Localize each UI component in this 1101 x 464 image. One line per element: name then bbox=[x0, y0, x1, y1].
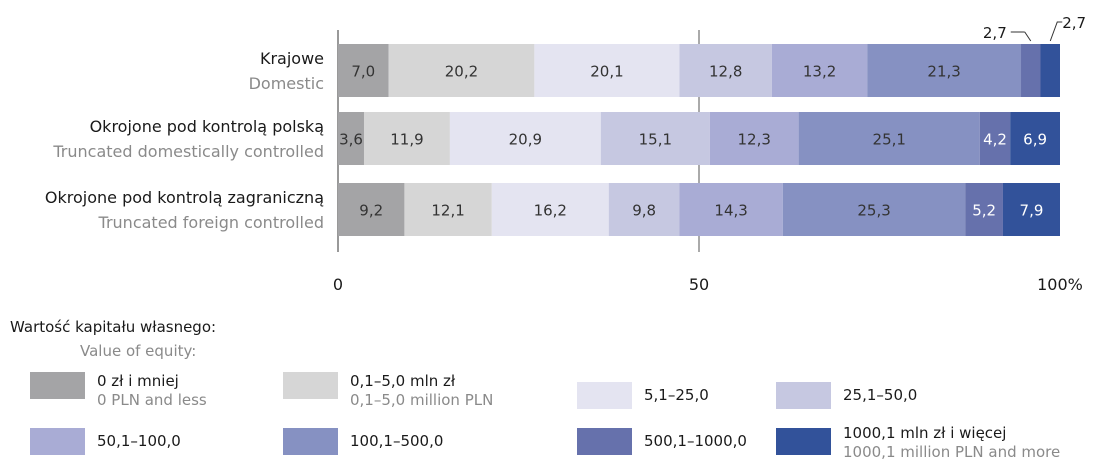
bar-segment bbox=[1002, 183, 1060, 236]
data-label: 25,1 bbox=[873, 131, 906, 149]
x-tick-label: 100% bbox=[1037, 275, 1083, 294]
category-label: Krajowe bbox=[260, 49, 324, 68]
legend-label: 100,1–500,0 bbox=[350, 432, 444, 450]
x-tick-label: 50 bbox=[689, 275, 709, 294]
bar-segment bbox=[404, 183, 492, 236]
bar-segment bbox=[363, 112, 450, 165]
bar-segment bbox=[1010, 112, 1060, 165]
data-label: 13,2 bbox=[803, 63, 836, 81]
legend-item-2: 5,1–25,0 bbox=[577, 382, 709, 409]
stacked-bar-chart: 7,0 20,2 20,1 12,8 13,2 21,3 Krajowe Domestic 2,… bbox=[45, 14, 1086, 294]
data-label: 12,3 bbox=[738, 131, 771, 149]
legend-label: 0,1–5,0 mln zł bbox=[350, 372, 456, 390]
callout-label: 2,7 bbox=[1062, 14, 1086, 32]
legend-label: 25,1–50,0 bbox=[843, 386, 918, 404]
category-label-en: Truncated foreign controlled bbox=[98, 213, 324, 232]
legend-swatch bbox=[283, 428, 338, 455]
data-label: 5,2 bbox=[972, 202, 996, 220]
legend-swatch bbox=[776, 428, 831, 455]
data-label: 20,9 bbox=[509, 131, 542, 149]
legend-label: 0 zł i mniej bbox=[97, 372, 179, 390]
bar-segment bbox=[782, 183, 966, 236]
bar-segment bbox=[709, 112, 799, 165]
legend-item-6: 500,1–1000,0 bbox=[577, 428, 747, 455]
legend-swatch bbox=[577, 428, 632, 455]
data-label: 6,9 bbox=[1023, 131, 1047, 149]
legend-label-en: 1000,1 million PLN and more bbox=[843, 443, 1061, 461]
legend-item-4: 50,1–100,0 bbox=[30, 428, 181, 455]
legend-item-0: 0 zł i mniej 0 PLN and less bbox=[30, 372, 207, 410]
bar-segment bbox=[600, 112, 710, 165]
legend-label: 1000,1 mln zł i więcej bbox=[843, 424, 1007, 442]
category-label-en: Truncated domestically controlled bbox=[52, 142, 324, 161]
data-label: 14,3 bbox=[714, 202, 747, 220]
callout-line bbox=[1024, 31, 1032, 42]
bar-segment bbox=[771, 44, 868, 97]
bar-segment bbox=[867, 44, 1022, 97]
data-label: 20,2 bbox=[445, 63, 478, 81]
data-label: 7,9 bbox=[1020, 202, 1044, 220]
legend-title: Wartość kapitału własnego: bbox=[10, 318, 217, 336]
data-label: 12,8 bbox=[709, 63, 742, 81]
data-label: 9,2 bbox=[359, 202, 383, 220]
data-label: 15,1 bbox=[639, 131, 672, 149]
legend-item-3: 25,1–50,0 bbox=[776, 382, 917, 409]
legend-swatch bbox=[30, 428, 85, 455]
data-label: 3,6 bbox=[339, 131, 363, 149]
data-label: 4,2 bbox=[983, 131, 1007, 149]
bar-segment bbox=[338, 183, 405, 236]
bar-segment bbox=[965, 183, 1003, 236]
legend-swatch bbox=[30, 372, 85, 399]
legend-item-5: 100,1–500,0 bbox=[283, 428, 443, 455]
bar-segment bbox=[679, 183, 783, 236]
legend-swatch bbox=[776, 382, 831, 409]
bar-segment bbox=[798, 112, 980, 165]
bar-segment bbox=[388, 44, 535, 97]
bar-segment bbox=[979, 112, 1011, 165]
callout-label: 2,7 bbox=[983, 24, 1007, 42]
bar-segment bbox=[679, 44, 772, 97]
bar-segment bbox=[1040, 44, 1060, 97]
category-label: Okrojone pod kontrolą zagraniczną bbox=[45, 188, 324, 207]
legend-label-en: 0 PLN and less bbox=[97, 391, 207, 409]
bar-segment bbox=[608, 183, 680, 236]
x-tick-label: 0 bbox=[333, 275, 343, 294]
data-label: 25,3 bbox=[857, 202, 890, 220]
legend-label-en: 0,1–5,0 million PLN bbox=[350, 391, 494, 409]
legend-swatch bbox=[283, 372, 338, 399]
callout-line bbox=[1049, 21, 1063, 42]
bar-segment bbox=[534, 44, 680, 97]
legend-label: 50,1–100,0 bbox=[97, 432, 181, 450]
bar-segment bbox=[338, 44, 389, 97]
data-label: 9,8 bbox=[632, 202, 656, 220]
legend-label: 500,1–1000,0 bbox=[644, 432, 747, 450]
category-label: Okrojone pod kontrolą polską bbox=[90, 117, 324, 136]
legend-swatch bbox=[577, 382, 632, 409]
legend-item-7: 1000,1 mln zł i więcej 1000,1 million PL… bbox=[776, 424, 1060, 462]
bar-segment bbox=[491, 183, 609, 236]
category-label-en: Domestic bbox=[249, 74, 324, 93]
data-label: 16,2 bbox=[534, 202, 567, 220]
data-label: 12,1 bbox=[431, 202, 464, 220]
data-label: 7,0 bbox=[351, 63, 375, 81]
data-label: 20,1 bbox=[590, 63, 623, 81]
bar-segment bbox=[338, 112, 364, 165]
bar-segment bbox=[449, 112, 601, 165]
legend-item-1: 0,1–5,0 mln zł 0,1–5,0 million PLN bbox=[283, 372, 493, 410]
legend-subtitle: Value of equity: bbox=[80, 342, 197, 360]
bar-segment bbox=[1021, 44, 1041, 97]
data-label: 21,3 bbox=[927, 63, 960, 81]
data-label: 11,9 bbox=[390, 131, 423, 149]
legend-label: 5,1–25,0 bbox=[644, 386, 709, 404]
